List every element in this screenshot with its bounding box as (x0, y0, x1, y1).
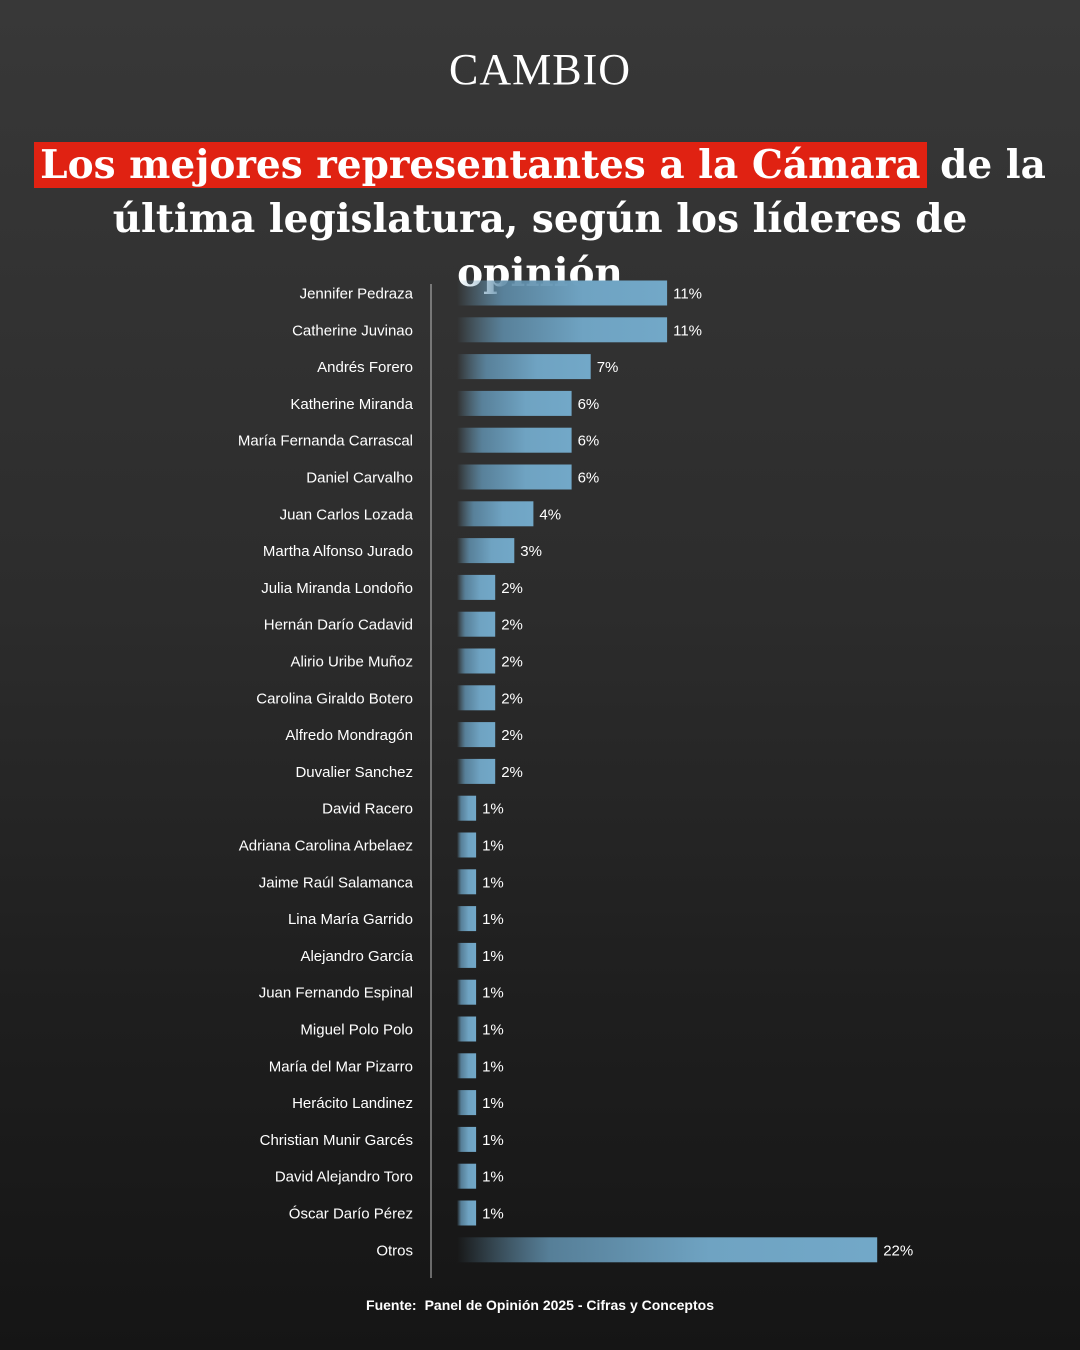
category-label: Alejandro García (300, 948, 413, 965)
category-label: Alfredo Mondragón (285, 727, 413, 744)
headline-line2: última legislatura, según los líderes de… (112, 196, 968, 296)
value-label: 2% (501, 764, 523, 781)
bar (457, 1016, 477, 1042)
value-label: 2% (501, 690, 523, 707)
value-label: 2% (501, 654, 523, 671)
bar (457, 942, 477, 968)
bar (457, 869, 477, 895)
value-label: 1% (482, 1132, 504, 1149)
bar (457, 758, 496, 784)
value-label: 6% (578, 396, 600, 413)
value-label: 11% (673, 322, 702, 339)
bar (457, 501, 534, 527)
bar (457, 795, 477, 821)
bar (457, 1090, 477, 1116)
value-label: 11% (673, 286, 702, 303)
bar (457, 1200, 477, 1226)
value-label: 1% (482, 948, 504, 965)
value-label: 4% (539, 506, 561, 523)
bar (457, 906, 477, 932)
category-label: Otros (376, 1242, 413, 1259)
value-label: 1% (482, 1206, 504, 1223)
value-label: 2% (501, 617, 523, 634)
value-label: 1% (482, 801, 504, 818)
value-label: 7% (597, 359, 619, 376)
bar (457, 280, 668, 306)
category-label: Miguel Polo Polo (300, 1022, 413, 1039)
category-label: Óscar Darío Pérez (289, 1206, 413, 1223)
value-label: 1% (482, 985, 504, 1002)
category-label: Herácito Landinez (292, 1095, 413, 1112)
category-label: Alirio Uribe Muñoz (290, 654, 413, 671)
bar (457, 574, 496, 600)
bar (457, 427, 572, 453)
value-label: 1% (482, 1169, 504, 1186)
category-label: Katherine Miranda (290, 396, 413, 413)
category-label: Julia Miranda Londoño (261, 580, 413, 597)
source-label: Fuente: (366, 1297, 417, 1313)
bar (457, 390, 572, 416)
bar (457, 317, 668, 343)
category-label: Martha Alfonso Jurado (263, 543, 413, 560)
category-label: Lina María Garrido (288, 911, 413, 928)
bar (457, 1053, 477, 1079)
bar (457, 648, 496, 674)
bar (457, 979, 477, 1005)
bar (457, 538, 515, 564)
category-label: David Alejandro Toro (275, 1169, 413, 1186)
bar (457, 1237, 878, 1263)
category-label: Juan Carlos Lozada (280, 506, 414, 523)
value-label: 22% (883, 1242, 913, 1259)
category-label: Andrés Forero (317, 359, 413, 376)
category-label: Christian Munir Garcés (260, 1132, 413, 1149)
category-label: Juan Fernando Espinal (259, 985, 413, 1002)
value-label: 2% (501, 580, 523, 597)
value-label: 1% (482, 874, 504, 891)
category-label: Catherine Juvinao (292, 322, 413, 339)
category-label: Carolina Giraldo Botero (256, 690, 413, 707)
category-label: Hernán Darío Cadavid (264, 617, 413, 634)
category-label: Jennifer Pedraza (300, 286, 414, 303)
value-label: 3% (520, 543, 542, 560)
headline-rest: de la (926, 142, 1046, 188)
bar (457, 354, 591, 380)
headline-highlight: Los mejores representantes a la Cámara (34, 142, 927, 188)
value-label: 1% (482, 1022, 504, 1039)
bar (457, 464, 572, 490)
source-note: Fuente: Panel de Opinión 2025 - Cifras y … (0, 1297, 1080, 1313)
value-label: 6% (578, 433, 600, 450)
category-label: María Fernanda Carrascal (238, 433, 413, 450)
value-label: 1% (482, 911, 504, 928)
value-label: 1% (482, 838, 504, 855)
value-label: 1% (482, 1058, 504, 1075)
value-label: 2% (501, 727, 523, 744)
bar (457, 722, 496, 748)
source-text: Panel de Opinión 2025 - Cifras y Concept… (424, 1297, 714, 1313)
category-label: Duvalier Sanchez (295, 764, 413, 781)
value-label: 1% (482, 1095, 504, 1112)
category-label: Daniel Carvalho (306, 470, 413, 487)
bar (457, 611, 496, 637)
brand-logo: CAMBIO (448, 45, 632, 94)
bar (457, 1163, 477, 1189)
category-label: María del Mar Pizarro (269, 1058, 413, 1075)
headline: Los mejores representantes a la Cámara d… (30, 138, 1050, 300)
category-label: David Racero (322, 801, 413, 818)
bar (457, 832, 477, 858)
bar (457, 1126, 477, 1152)
value-label: 6% (578, 470, 600, 487)
category-label: Adriana Carolina Arbelaez (239, 838, 413, 855)
bar (457, 685, 496, 711)
category-label: Jaime Raúl Salamanca (259, 874, 414, 891)
